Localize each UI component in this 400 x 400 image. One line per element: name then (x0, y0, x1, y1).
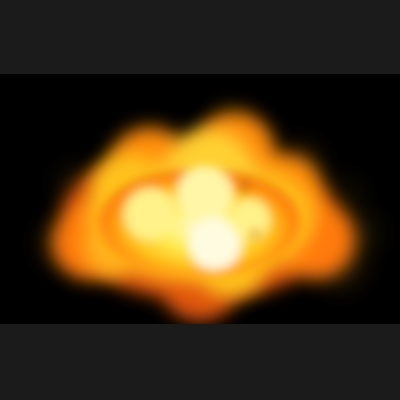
explosion-viewport (0, 74, 400, 324)
letterbox-bottom (0, 324, 400, 400)
smoke-flecks (239, 180, 260, 239)
explosion-fireball (42, 108, 376, 321)
letterbox-top (0, 0, 400, 74)
fire-core (100, 166, 300, 277)
